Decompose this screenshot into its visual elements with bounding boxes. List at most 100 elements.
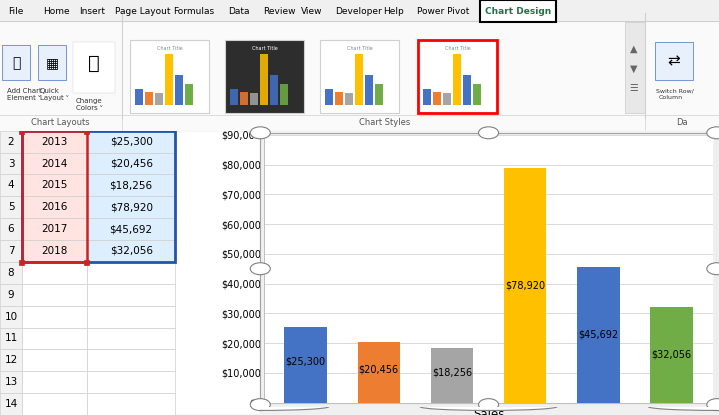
Text: $45,692: $45,692	[109, 224, 152, 234]
Bar	[0, 327, 22, 349]
Bar	[2, 45, 30, 81]
Bar	[87, 306, 175, 327]
Text: $32,056: $32,056	[651, 350, 692, 360]
Bar	[365, 76, 373, 105]
Bar	[145, 92, 153, 105]
Text: $18,256: $18,256	[432, 368, 472, 378]
Bar	[284, 327, 326, 403]
Bar	[22, 327, 87, 349]
Bar	[0, 393, 22, 415]
Text: Change: Change	[76, 98, 103, 104]
Bar	[480, 0, 556, 22]
Bar	[130, 40, 209, 112]
Text: $25,300: $25,300	[285, 356, 326, 366]
Text: $78,920: $78,920	[505, 280, 545, 290]
Text: Chart Title: Chart Title	[252, 46, 278, 51]
Bar	[280, 84, 288, 105]
Bar	[577, 267, 620, 403]
Text: Data: Data	[228, 7, 249, 15]
Bar	[655, 42, 693, 81]
Text: $45,692: $45,692	[578, 330, 618, 339]
Text: 6: 6	[8, 224, 14, 234]
Bar	[87, 371, 175, 393]
Bar	[0, 349, 22, 371]
Bar	[375, 84, 383, 105]
Text: File: File	[8, 7, 24, 15]
Bar	[22, 240, 87, 262]
Text: Developer: Developer	[335, 7, 382, 15]
Bar	[0, 196, 22, 218]
Bar	[418, 40, 497, 112]
Bar	[175, 131, 260, 415]
Bar	[357, 342, 400, 403]
Text: 8: 8	[8, 268, 14, 278]
Bar	[87, 131, 175, 153]
Bar	[87, 349, 175, 371]
Text: Layout ᵛ: Layout ᵛ	[40, 95, 69, 100]
Circle shape	[707, 263, 719, 275]
Circle shape	[250, 263, 270, 275]
Bar	[0, 174, 22, 196]
Text: 4: 4	[8, 181, 14, 190]
Bar	[175, 76, 183, 105]
Bar	[87, 218, 175, 240]
Bar	[87, 240, 175, 262]
Bar	[225, 40, 304, 112]
Text: 2013: 2013	[42, 137, 68, 146]
Bar	[38, 45, 66, 81]
Bar	[0, 21, 719, 131]
Text: Power Pivot: Power Pivot	[417, 7, 470, 15]
Text: $18,256: $18,256	[109, 181, 152, 190]
Bar	[22, 131, 175, 262]
Text: 🎨: 🎨	[88, 54, 100, 73]
Text: $20,456: $20,456	[109, 159, 152, 168]
Bar	[463, 76, 471, 105]
Bar	[355, 54, 363, 105]
Bar	[473, 84, 481, 105]
Bar	[345, 93, 353, 105]
X-axis label: Sales: Sales	[473, 408, 504, 415]
Bar	[325, 90, 333, 105]
Bar	[22, 349, 87, 371]
Text: ⇄: ⇄	[668, 54, 680, 69]
Text: Chart Title: Chart Title	[157, 46, 183, 51]
Bar	[0, 262, 22, 284]
Text: ☰: ☰	[630, 83, 638, 93]
Text: 2: 2	[8, 137, 14, 146]
Bar	[22, 196, 87, 218]
Text: 📊: 📊	[12, 56, 20, 71]
Bar	[22, 371, 87, 393]
Bar	[84, 129, 89, 134]
Bar	[73, 42, 115, 93]
Bar	[22, 131, 87, 262]
Text: Chart Title: Chart Title	[347, 46, 372, 51]
Text: Element ᵛ: Element ᵛ	[7, 95, 41, 100]
Bar	[87, 393, 175, 415]
Bar	[0, 371, 22, 393]
Text: Add Chart: Add Chart	[7, 88, 42, 93]
Text: 3: 3	[8, 159, 14, 168]
Text: 2017: 2017	[42, 224, 68, 234]
Text: 2016: 2016	[42, 202, 68, 212]
Bar	[0, 218, 22, 240]
Bar	[453, 54, 461, 105]
Circle shape	[250, 127, 270, 139]
Circle shape	[479, 127, 498, 139]
Circle shape	[649, 403, 719, 410]
Bar	[22, 218, 87, 240]
Text: Da: Da	[676, 118, 688, 127]
Text: $78,920: $78,920	[109, 202, 152, 212]
Bar	[0, 153, 22, 174]
Circle shape	[250, 399, 270, 410]
Bar	[0, 240, 22, 262]
Text: ▲: ▲	[631, 43, 638, 53]
Bar	[19, 260, 24, 265]
Text: Colors ᵛ: Colors ᵛ	[76, 105, 103, 110]
Bar	[0, 284, 22, 306]
Bar	[155, 93, 163, 105]
Bar	[270, 76, 278, 105]
Text: 10: 10	[4, 312, 17, 322]
Bar	[0, 306, 22, 327]
Bar	[625, 22, 645, 112]
Text: Chart Design: Chart Design	[483, 7, 549, 15]
